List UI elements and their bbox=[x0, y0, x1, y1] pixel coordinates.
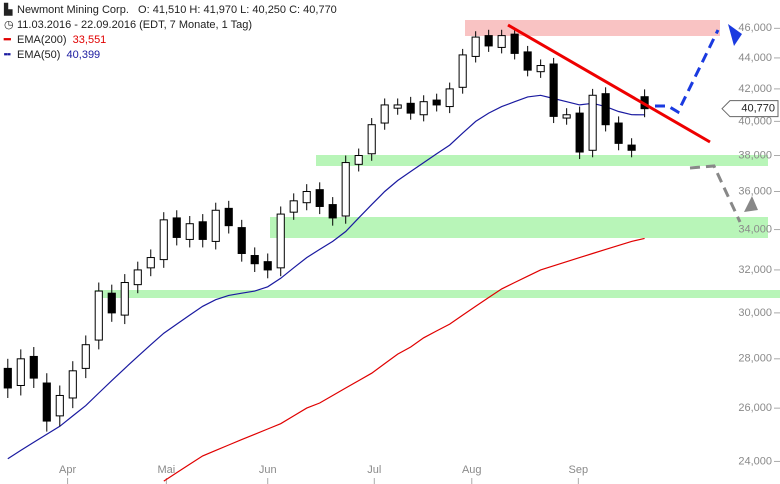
title: Newmont Mining Corp. bbox=[17, 4, 129, 16]
last-price-box bbox=[721, 100, 779, 118]
legend-value: 33,551 bbox=[72, 34, 107, 46]
legend-item: ╍ EMA(50) 40,399 bbox=[4, 49, 101, 61]
y-tick-label: 34,000 bbox=[738, 223, 772, 235]
candle-body bbox=[549, 63, 558, 117]
candle-body bbox=[497, 35, 506, 48]
x-tick-label: Sep bbox=[569, 464, 589, 476]
projection-up bbox=[655, 29, 720, 115]
candle-body bbox=[523, 51, 532, 71]
ohlc: O: 41,510 H: 41,970 L: 40,250 C: 40,770 bbox=[138, 4, 337, 16]
ema-line bbox=[163, 237, 645, 482]
y-tick-label: 38,000 bbox=[738, 149, 772, 161]
candle-body bbox=[354, 155, 363, 165]
candle-body bbox=[510, 33, 519, 54]
y-tick-label: 28,000 bbox=[738, 353, 772, 365]
candle-body bbox=[562, 114, 571, 119]
candle-body bbox=[250, 255, 259, 265]
subtitle: 11.03.2016 - 22.09.2016 (EDT, 7 Monate, … bbox=[17, 19, 253, 31]
candle-body bbox=[107, 292, 116, 314]
candle-body bbox=[432, 99, 441, 106]
annotations bbox=[95, 20, 780, 298]
candle-body bbox=[588, 94, 597, 151]
candle-body bbox=[458, 54, 467, 88]
candle-body bbox=[419, 101, 428, 116]
header: ▙ Newmont Mining Corp. O: 41,510 H: 41,97… bbox=[4, 3, 337, 63]
legend-item: ━ EMA(200) 33,551 bbox=[4, 34, 107, 46]
y-tick-label: 40,000 bbox=[738, 115, 772, 127]
ema-line bbox=[7, 94, 645, 460]
candle-body bbox=[159, 219, 168, 261]
legend-label: EMA(50) bbox=[17, 49, 61, 61]
x-tick-label: Apr bbox=[59, 464, 76, 476]
candle-body bbox=[328, 204, 337, 219]
candle-body bbox=[341, 162, 350, 217]
y-tick-label: 32,000 bbox=[738, 264, 772, 276]
candle-body bbox=[224, 207, 233, 227]
arrow-head bbox=[744, 196, 758, 212]
y-tick-label: 44,000 bbox=[738, 52, 772, 64]
candle-body bbox=[185, 223, 194, 240]
candle-body bbox=[81, 344, 90, 369]
candle-body bbox=[263, 261, 272, 271]
candle-body bbox=[120, 282, 129, 316]
candle-body bbox=[29, 355, 38, 379]
y-tick-label: 46,000 bbox=[738, 22, 772, 34]
candle-body bbox=[55, 394, 64, 417]
candle-body bbox=[627, 144, 636, 151]
x-tick-label: Jul bbox=[367, 464, 381, 476]
candle-body bbox=[445, 88, 454, 108]
candle-body bbox=[276, 213, 285, 269]
candle-body bbox=[172, 217, 181, 238]
last-price-label: 40,770 bbox=[741, 103, 775, 115]
candle-body bbox=[380, 104, 389, 124]
legend-label: EMA(200) bbox=[17, 34, 67, 46]
projection-down bbox=[689, 164, 742, 223]
x-tick-label: Jun bbox=[259, 464, 277, 476]
candle-body bbox=[484, 35, 493, 47]
candle-body bbox=[471, 36, 480, 57]
candle-body bbox=[289, 200, 298, 213]
resistance-zone bbox=[465, 20, 720, 36]
trend-line bbox=[507, 23, 711, 144]
title-row: ▙ Newmont Mining Corp. O: 41,510 H: 41,97… bbox=[4, 4, 337, 16]
arrow-head bbox=[728, 24, 742, 46]
candle-body bbox=[406, 102, 415, 114]
support-zone bbox=[270, 217, 768, 238]
candle-body bbox=[393, 104, 402, 109]
candle-body bbox=[16, 358, 25, 386]
candle-body bbox=[42, 382, 51, 422]
candle-body bbox=[367, 124, 376, 155]
candle-body bbox=[536, 65, 545, 73]
candle-body bbox=[614, 122, 623, 144]
candle-body bbox=[133, 269, 142, 286]
candle-body bbox=[302, 191, 311, 204]
y-tick-label: 26,000 bbox=[738, 402, 772, 414]
x-tick-label: Aug bbox=[462, 464, 482, 476]
candle-body bbox=[198, 221, 207, 240]
support-zone bbox=[316, 155, 768, 166]
candle-body bbox=[315, 189, 324, 207]
y-tick-label: 36,000 bbox=[738, 185, 772, 197]
candle-body bbox=[211, 209, 220, 242]
candle-body bbox=[146, 257, 155, 269]
candle-body bbox=[601, 93, 610, 126]
x-tick-label: Mai bbox=[157, 464, 175, 476]
candle-body bbox=[68, 370, 77, 399]
candle-body bbox=[3, 367, 12, 389]
legend-value: 40,399 bbox=[66, 49, 101, 61]
y-tick-label: 24,000 bbox=[738, 455, 772, 467]
y-tick-label: 42,000 bbox=[738, 83, 772, 95]
candle-body bbox=[575, 112, 584, 153]
candle-body bbox=[237, 227, 246, 254]
candle-body bbox=[94, 290, 103, 341]
support-zone bbox=[95, 290, 780, 298]
period-row: ◷ 11.03.2016 - 22.09.2016 (EDT, 7 Monate,… bbox=[4, 19, 253, 31]
y-tick-label: 30,000 bbox=[738, 307, 772, 319]
